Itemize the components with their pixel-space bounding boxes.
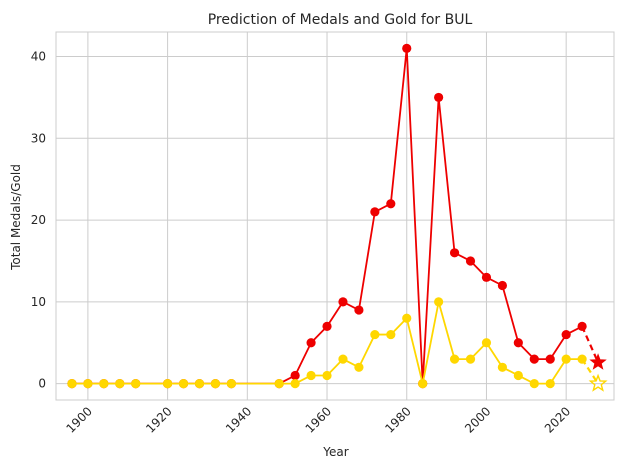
point-gold xyxy=(465,354,476,364)
x-tick-label: 2000 xyxy=(462,404,493,435)
point-gold xyxy=(306,370,316,381)
point-medals xyxy=(290,370,300,381)
x-tick-label: 1920 xyxy=(143,404,174,435)
y-axis-label: Total Medals/Gold xyxy=(9,164,23,271)
point-medals xyxy=(434,92,444,103)
point-gold xyxy=(370,329,380,340)
prediction-marker-gold xyxy=(588,373,608,392)
point-medals xyxy=(529,354,539,364)
point-gold xyxy=(545,379,555,389)
x-tick-label: 1980 xyxy=(382,404,413,435)
point-gold xyxy=(210,379,221,389)
prediction-marker-medals xyxy=(589,353,607,370)
point-gold xyxy=(497,362,507,372)
point-medals xyxy=(465,256,476,266)
point-gold xyxy=(322,370,332,381)
series xyxy=(67,43,608,392)
x-axis-label: Year xyxy=(322,445,348,459)
prediction-line-gold xyxy=(581,358,599,385)
point-gold xyxy=(434,297,444,307)
point-gold xyxy=(226,379,236,389)
y-tick-label: 0 xyxy=(38,377,46,391)
point-medals xyxy=(306,338,316,348)
x-tick-label: 2020 xyxy=(542,404,573,435)
point-medals xyxy=(481,272,492,282)
plot-area xyxy=(55,31,615,401)
point-medals xyxy=(497,280,507,291)
point-medals xyxy=(561,329,571,340)
point-gold xyxy=(338,354,348,364)
point-gold xyxy=(178,379,189,389)
x-tick-label: 1960 xyxy=(303,404,334,435)
point-medals xyxy=(449,248,460,258)
point-medals xyxy=(354,305,364,315)
x-tick-label: 1940 xyxy=(223,404,254,435)
x-ticks: 1900 1920 1940 1960 1980 2000 2020 xyxy=(64,404,574,435)
point-gold xyxy=(402,313,412,323)
point-gold xyxy=(274,379,284,389)
point-gold xyxy=(529,379,539,389)
point-medals xyxy=(370,207,380,217)
point-gold xyxy=(354,362,364,372)
point-gold xyxy=(83,379,93,389)
y-tick-label: 10 xyxy=(31,295,46,309)
point-gold xyxy=(290,379,300,389)
x-tick-label: 1900 xyxy=(64,404,95,435)
point-gold xyxy=(115,379,125,389)
prediction-line-medals xyxy=(581,325,600,363)
grid xyxy=(56,32,614,400)
point-gold xyxy=(194,379,205,389)
chart-title: Prediction of Medals and Gold for BUL xyxy=(208,12,473,28)
point-gold xyxy=(561,354,571,364)
point-gold xyxy=(513,370,523,381)
point-gold xyxy=(131,379,141,389)
y-tick-label: 40 xyxy=(31,50,46,64)
point-gold xyxy=(67,379,77,389)
point-medals xyxy=(402,43,412,53)
point-gold xyxy=(99,379,109,389)
y-tick-label: 20 xyxy=(31,213,46,227)
point-medals xyxy=(386,199,396,209)
y-ticks: 0 10 20 30 40 xyxy=(31,50,46,391)
point-gold xyxy=(163,379,173,389)
point-medals xyxy=(322,321,332,331)
point-gold xyxy=(449,354,460,364)
point-gold xyxy=(386,329,396,340)
point-gold xyxy=(418,379,428,389)
point-medals xyxy=(513,338,523,348)
point-medals xyxy=(545,354,555,364)
y-tick-label: 30 xyxy=(31,131,46,145)
point-medals xyxy=(338,297,348,307)
point-gold xyxy=(481,338,492,348)
